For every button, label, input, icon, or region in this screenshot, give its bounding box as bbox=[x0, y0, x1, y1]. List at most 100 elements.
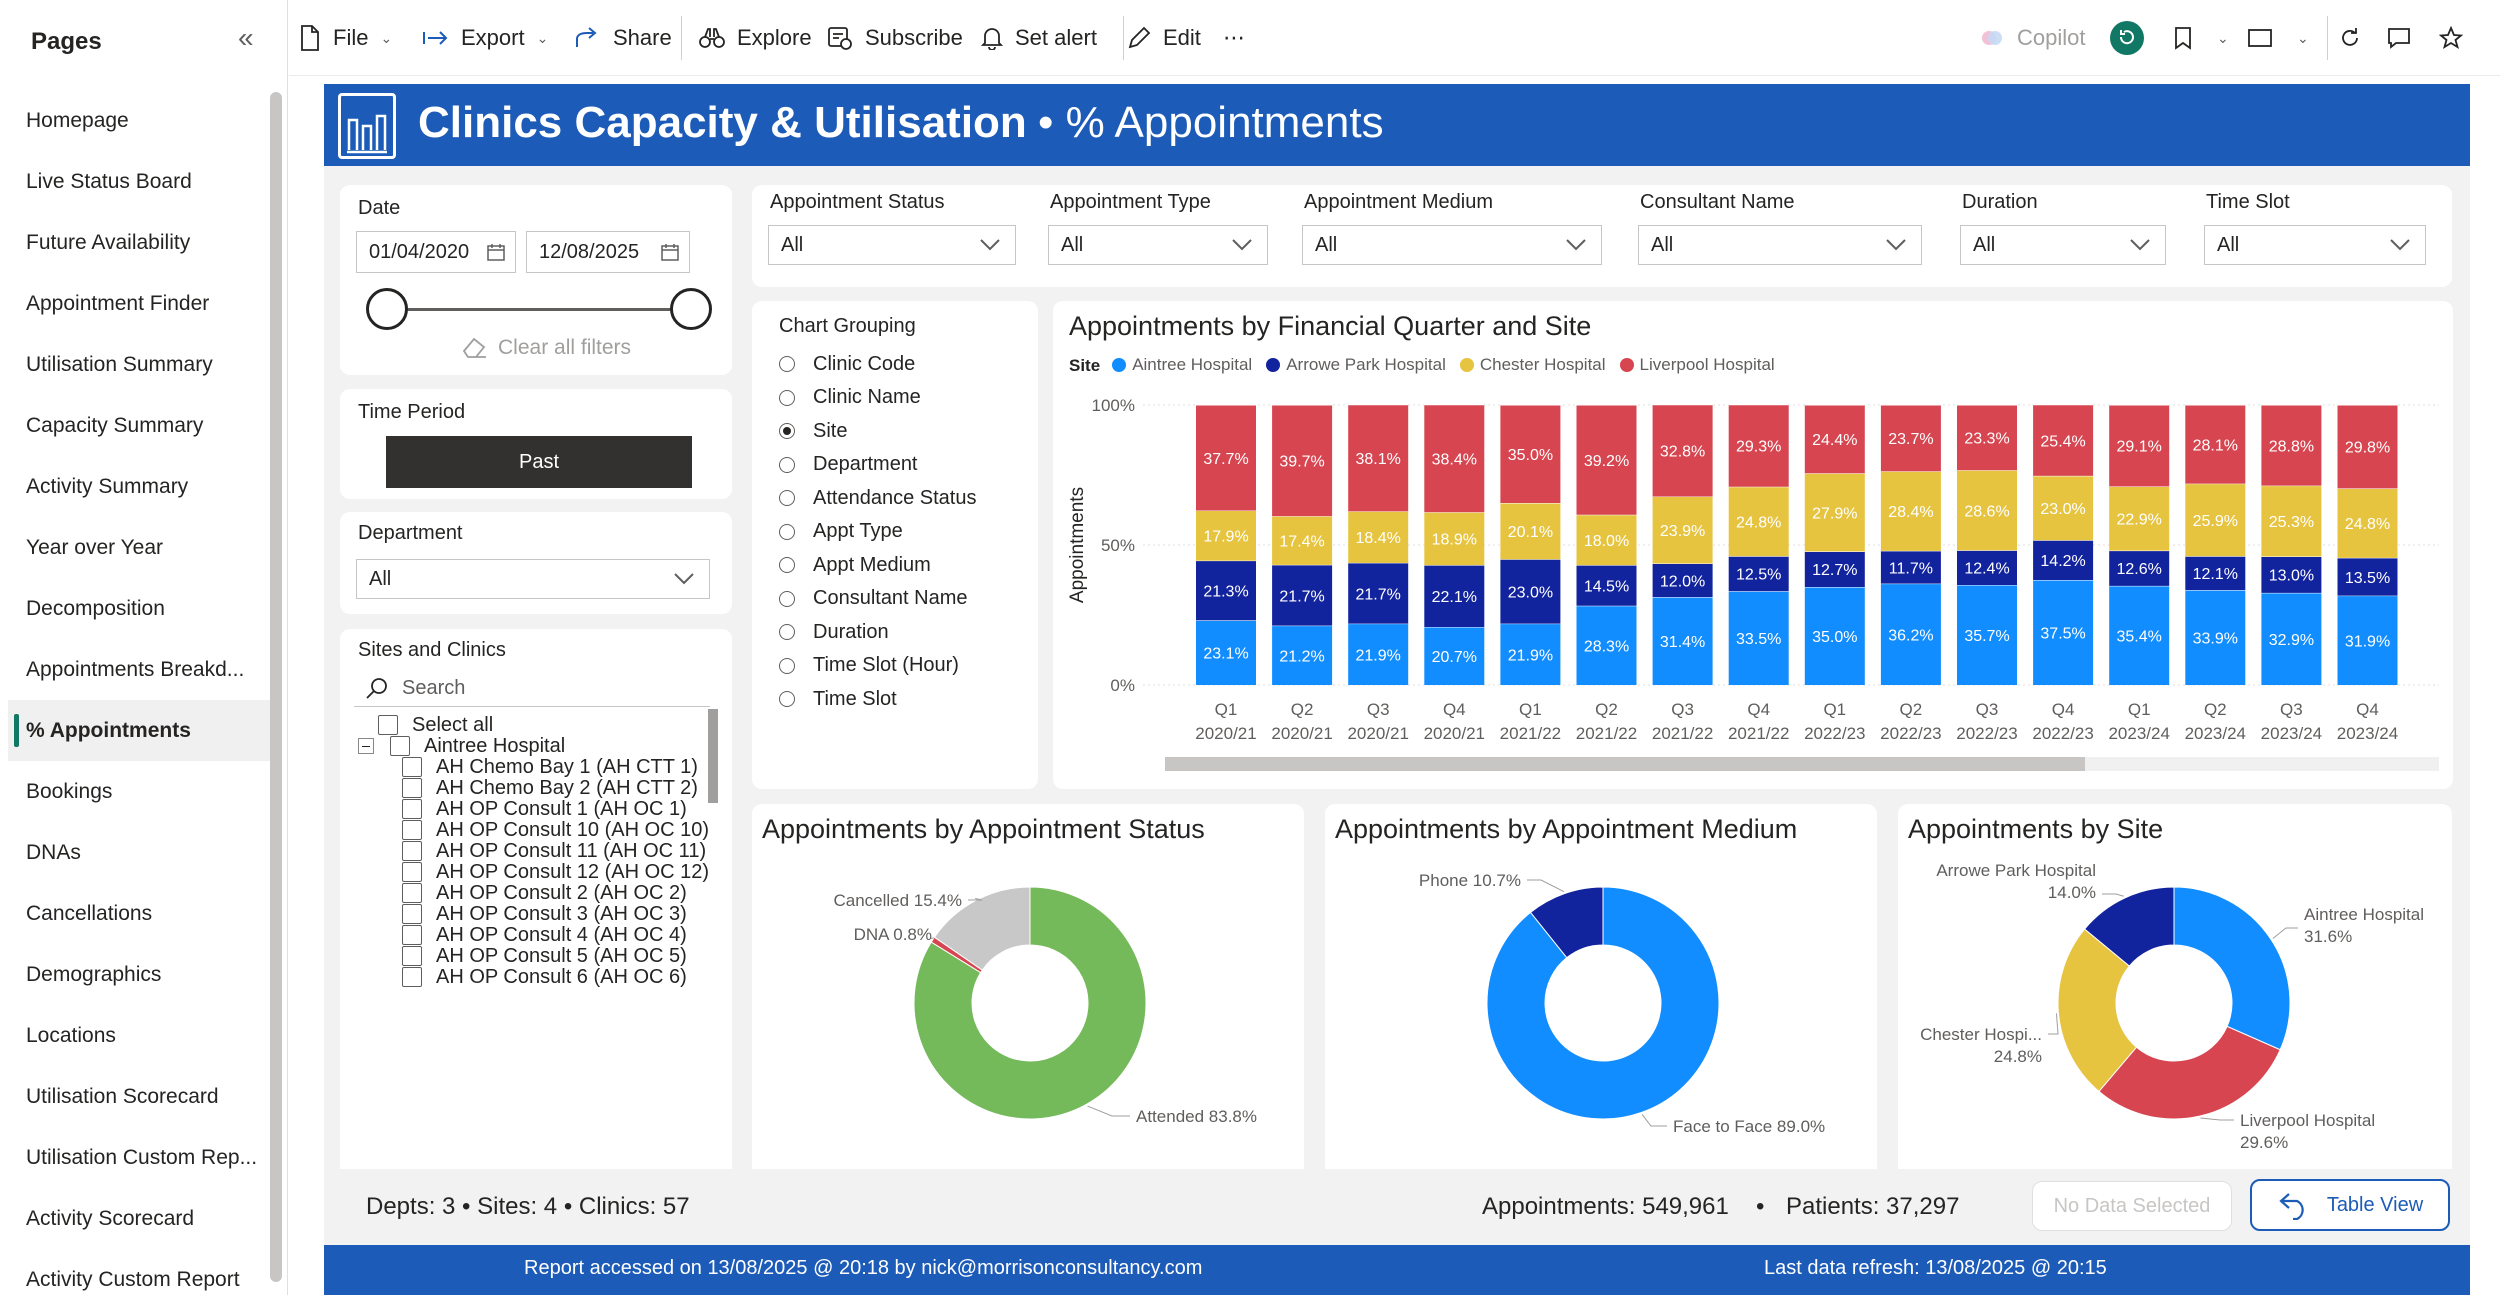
checkbox[interactable] bbox=[402, 841, 422, 861]
bar-segment[interactable] bbox=[1728, 404, 1789, 487]
bar-segment[interactable] bbox=[1652, 496, 1713, 564]
favorite-button[interactable] bbox=[2439, 20, 2475, 56]
appointment-medium-donut[interactable]: Face to Face 89.0% Phone 10.7% bbox=[1325, 804, 1877, 1247]
filter-dropdown[interactable]: All bbox=[2204, 225, 2426, 265]
bar-segment[interactable] bbox=[1728, 591, 1789, 685]
chart-grouping-option[interactable]: Appt Medium bbox=[779, 550, 931, 580]
bar-segment[interactable] bbox=[1728, 556, 1789, 592]
bar-segment[interactable] bbox=[1424, 565, 1485, 628]
export-menu-button[interactable]: Export ⌄ bbox=[423, 20, 548, 56]
page-nav-item[interactable]: Bookings bbox=[26, 780, 113, 803]
bar-segment[interactable] bbox=[1348, 511, 1409, 563]
department-dropdown[interactable]: All bbox=[356, 559, 710, 599]
bar-segment[interactable] bbox=[1957, 470, 2017, 551]
subscribe-button[interactable]: Subscribe bbox=[827, 20, 963, 56]
page-nav-item[interactable]: DNAs bbox=[26, 841, 81, 864]
checkbox[interactable] bbox=[402, 967, 422, 987]
date-from-input[interactable]: 01/04/2020 bbox=[356, 231, 516, 273]
bar-segment[interactable] bbox=[2261, 485, 2322, 557]
bar-segment[interactable] bbox=[1424, 512, 1485, 566]
bar-segment[interactable] bbox=[1196, 560, 1256, 621]
radio-button[interactable] bbox=[779, 691, 795, 707]
checkbox[interactable] bbox=[402, 925, 422, 945]
radio-button[interactable] bbox=[779, 356, 795, 372]
page-nav-item[interactable]: % Appointments bbox=[8, 700, 270, 761]
page-nav-item[interactable]: Demographics bbox=[26, 963, 162, 986]
file-menu-button[interactable]: File ⌄ bbox=[299, 20, 392, 56]
donut-slice[interactable] bbox=[913, 886, 1147, 1120]
explore-button[interactable]: Explore bbox=[699, 20, 812, 56]
bar-segment[interactable] bbox=[2033, 404, 2094, 476]
page-nav-item[interactable]: Appointment Finder bbox=[26, 292, 210, 315]
site-group-row[interactable]: Aintree Hospital bbox=[358, 730, 565, 762]
stacked-bar-chart[interactable]: 100% 50% 0% Appointments 23.1% 21.3% 17.9% 37.7… bbox=[1053, 301, 2453, 789]
bar-segment[interactable] bbox=[1804, 587, 1865, 685]
clinic-row[interactable]: AH OP Consult 11 (AH OC 11) bbox=[402, 835, 706, 867]
donut-slice[interactable] bbox=[2057, 928, 2138, 1093]
page-nav-item[interactable]: Capacity Summary bbox=[26, 414, 204, 437]
bar-segment[interactable] bbox=[1957, 550, 2017, 586]
bar-segment[interactable] bbox=[2109, 585, 2170, 685]
bar-segment[interactable] bbox=[1500, 559, 1561, 624]
checkbox[interactable] bbox=[402, 757, 422, 777]
collapse-icon[interactable] bbox=[358, 738, 374, 754]
bar-segment[interactable] bbox=[1576, 565, 1637, 606]
radio-button[interactable] bbox=[779, 423, 795, 439]
filter-dropdown[interactable]: All bbox=[768, 225, 1016, 265]
bar-segment[interactable] bbox=[1272, 564, 1333, 626]
tree-scrollbar[interactable] bbox=[708, 709, 718, 803]
copilot-button[interactable]: Copilot bbox=[1979, 20, 2085, 56]
page-nav-item[interactable]: Future Availability bbox=[26, 231, 191, 254]
bar-segment[interactable] bbox=[1196, 405, 1256, 511]
radio-button[interactable] bbox=[779, 456, 795, 473]
page-nav-item[interactable]: Appointments Breakd... bbox=[26, 658, 245, 681]
set-alert-button[interactable]: Set alert bbox=[981, 20, 1097, 56]
bar-segment[interactable] bbox=[2109, 486, 2170, 551]
bar-segment[interactable] bbox=[1804, 473, 1865, 552]
page-nav-item[interactable]: Utilisation Summary bbox=[26, 353, 213, 376]
checkbox[interactable] bbox=[402, 946, 422, 966]
chart-grouping-option[interactable]: Site bbox=[779, 416, 847, 446]
bar-segment[interactable] bbox=[1880, 405, 1941, 472]
appointment-status-donut[interactable]: Attended 83.8% DNA 0.8% Cancelled 15.4% bbox=[752, 804, 1304, 1247]
checkbox[interactable] bbox=[402, 799, 422, 819]
calendar-icon[interactable] bbox=[487, 243, 505, 261]
page-nav-item[interactable]: Utilisation Scorecard bbox=[26, 1085, 219, 1108]
calendar-icon[interactable] bbox=[661, 243, 679, 261]
chart-grouping-option[interactable]: Clinic Code bbox=[779, 349, 915, 379]
bar-segment[interactable] bbox=[1348, 404, 1409, 512]
pages-scrollbar[interactable] bbox=[270, 92, 282, 1282]
chart-grouping-option[interactable]: Time Slot (Hour) bbox=[779, 651, 959, 681]
donut-slice[interactable] bbox=[1486, 886, 1720, 1120]
bar-segment[interactable] bbox=[1880, 471, 1941, 551]
bar-segment[interactable] bbox=[1652, 404, 1713, 497]
radio-button[interactable] bbox=[779, 523, 795, 540]
bar-segment[interactable] bbox=[1576, 605, 1637, 685]
date-to-input[interactable]: 12/08/2025 bbox=[526, 231, 690, 273]
bar-segment[interactable] bbox=[1424, 627, 1485, 685]
collapse-pane-icon[interactable]: « bbox=[238, 22, 254, 53]
bar-segment[interactable] bbox=[2261, 556, 2322, 593]
page-nav-item[interactable]: Locations bbox=[26, 1024, 116, 1047]
clinic-row[interactable]: AH Chemo Bay 2 (AH CTT 2) bbox=[402, 772, 698, 804]
bar-segment[interactable] bbox=[2185, 590, 2246, 685]
clinic-row[interactable]: AH OP Consult 4 (AH OC 4) bbox=[402, 919, 687, 951]
bar-segment[interactable] bbox=[1880, 583, 1941, 685]
bar-segment[interactable] bbox=[1652, 563, 1713, 598]
bar-segment[interactable] bbox=[1652, 597, 1713, 685]
bar-segment[interactable] bbox=[2185, 405, 2246, 484]
clinic-row[interactable]: AH OP Consult 12 (AH OC 12) bbox=[402, 856, 709, 888]
date-slider-end-handle[interactable] bbox=[670, 288, 712, 330]
bar-segment[interactable] bbox=[2261, 405, 2322, 486]
filter-dropdown[interactable]: All bbox=[1048, 225, 1268, 265]
bar-segment[interactable] bbox=[1804, 551, 1865, 587]
bookmark-button[interactable]: ⌄ bbox=[2173, 20, 2229, 56]
checkbox[interactable] bbox=[402, 820, 422, 840]
donut-slice[interactable] bbox=[933, 886, 1031, 971]
checkbox[interactable] bbox=[402, 862, 422, 882]
chart-grouping-option[interactable]: Duration bbox=[779, 617, 889, 647]
bar-segment[interactable] bbox=[2033, 580, 2094, 685]
bar-segment[interactable] bbox=[1957, 585, 2017, 685]
bar-segment[interactable] bbox=[2033, 475, 2094, 541]
checkbox[interactable] bbox=[402, 778, 422, 798]
